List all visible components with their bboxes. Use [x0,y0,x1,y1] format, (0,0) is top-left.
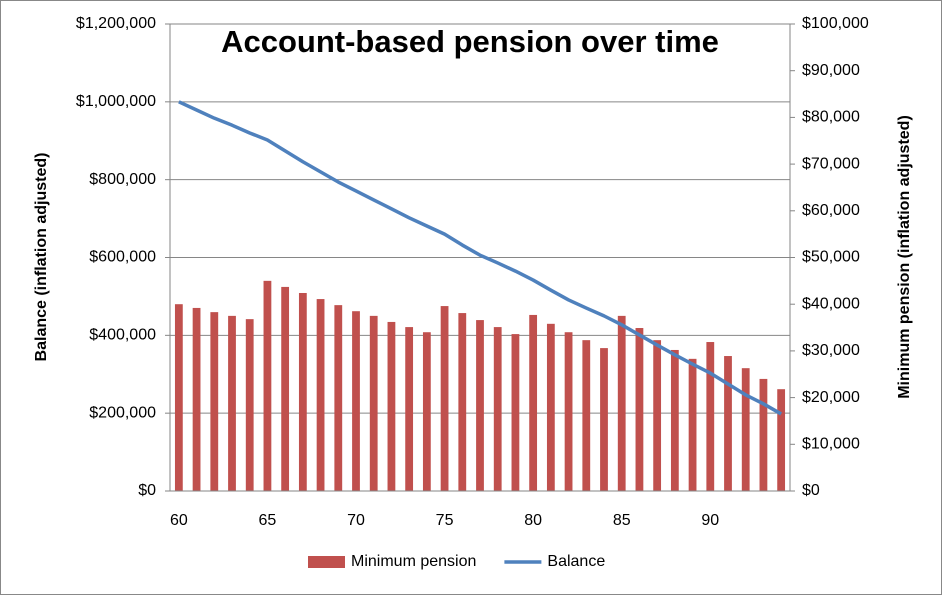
bar [387,321,396,491]
y-tick-label: $1,000,000 [76,93,156,110]
x-tick-label: 80 [524,512,542,529]
y2-tick-label: $80,000 [802,109,860,126]
y2-tick-label: $0 [802,482,820,499]
y2-tick-label: $50,000 [802,249,860,266]
bar [476,320,484,491]
bar [617,315,626,491]
bar [316,299,325,491]
bar [582,340,591,491]
y2-tick-label: $90,000 [802,62,860,79]
bar [352,311,360,491]
bar [653,340,662,491]
y2-tick-label: $100,000 [802,15,869,32]
legend-label: Minimum pension [351,553,476,570]
bar [405,327,414,491]
x-tick-label: 90 [701,512,719,529]
bar [635,328,644,491]
bar [724,356,732,491]
bar [529,314,538,491]
y-tick-label: $0 [138,482,156,499]
x-tick-label: 70 [347,512,365,529]
bar [281,286,290,491]
bar [334,305,343,491]
bar [422,332,431,491]
y-tick-label: $600,000 [89,249,156,266]
y2-tick-label: $30,000 [802,342,860,359]
y2-tick-label: $70,000 [802,155,860,172]
bar [245,319,254,491]
legend-swatch [308,556,345,568]
legend-label: Balance [547,553,605,570]
bar [263,280,272,491]
y-tick-label: $400,000 [89,327,156,344]
bar [210,312,219,491]
y2-tick-label: $10,000 [802,436,860,453]
y-tick-label: $1,200,000 [76,15,156,32]
y2-tick-label: $20,000 [802,389,860,406]
bar [706,342,715,491]
bar [670,349,679,491]
bar [741,368,750,491]
chart-title: Account-based pension over time [221,24,719,59]
x-tick-label: 85 [613,512,631,529]
bar [759,378,768,491]
y-tick-label: $200,000 [89,404,156,421]
x-tick-label: 60 [170,512,188,529]
bar [777,389,786,491]
bar [564,332,573,491]
x-tick-label: 75 [436,512,454,529]
bar [688,358,697,491]
x-tick-label: 65 [259,512,277,529]
y2-tick-label: $60,000 [802,202,860,219]
y2-axis-label: Minimum pension (inflation adjusted) [896,115,913,399]
bar [600,348,608,491]
bar [511,334,520,491]
bar [546,323,555,491]
y-axis-label: Balance (inflation adjusted) [33,153,50,362]
bar [440,306,449,491]
bar [458,313,467,491]
bar [192,307,201,491]
y-tick-label: $800,000 [89,171,156,188]
bar [298,292,307,491]
y2-tick-label: $40,000 [802,295,860,312]
bar [369,315,378,491]
bar [174,304,183,491]
bar [228,315,236,491]
bar [493,327,502,491]
line [178,100,783,416]
